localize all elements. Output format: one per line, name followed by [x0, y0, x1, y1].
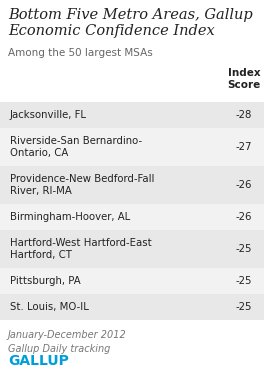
Text: Jacksonville, FL: Jacksonville, FL — [10, 110, 87, 120]
Text: -26: -26 — [236, 180, 252, 190]
Text: -25: -25 — [236, 302, 252, 312]
Text: Economic Confidence Index: Economic Confidence Index — [8, 24, 215, 38]
Bar — [0, 230, 264, 268]
Text: Index
Score: Index Score — [227, 68, 261, 90]
Bar — [0, 166, 264, 204]
Text: Hartford-West Hartford-East
Hartford, CT: Hartford-West Hartford-East Hartford, CT — [10, 238, 152, 260]
Text: Gallup Daily tracking: Gallup Daily tracking — [8, 344, 110, 354]
Text: January-December 2012: January-December 2012 — [8, 330, 127, 340]
Text: Pittsburgh, PA: Pittsburgh, PA — [10, 276, 81, 286]
Bar — [0, 294, 264, 320]
Text: Riverside-San Bernardino-
Ontario, CA: Riverside-San Bernardino- Ontario, CA — [10, 136, 142, 158]
Text: -25: -25 — [236, 244, 252, 254]
Text: -25: -25 — [236, 276, 252, 286]
Text: Providence-New Bedford-Fall
River, RI-MA: Providence-New Bedford-Fall River, RI-MA — [10, 174, 154, 196]
Text: Bottom Five Metro Areas, Gallup: Bottom Five Metro Areas, Gallup — [8, 8, 253, 22]
Text: Birmingham-Hoover, AL: Birmingham-Hoover, AL — [10, 212, 130, 222]
Text: Among the 50 largest MSAs: Among the 50 largest MSAs — [8, 48, 153, 58]
Text: -28: -28 — [236, 110, 252, 120]
Bar — [0, 268, 264, 294]
Text: St. Louis, MO-IL: St. Louis, MO-IL — [10, 302, 89, 312]
Text: -26: -26 — [236, 212, 252, 222]
Bar — [0, 102, 264, 128]
Text: -27: -27 — [236, 142, 252, 152]
Text: GALLUP: GALLUP — [8, 354, 69, 368]
Bar — [0, 204, 264, 230]
Bar — [0, 128, 264, 166]
